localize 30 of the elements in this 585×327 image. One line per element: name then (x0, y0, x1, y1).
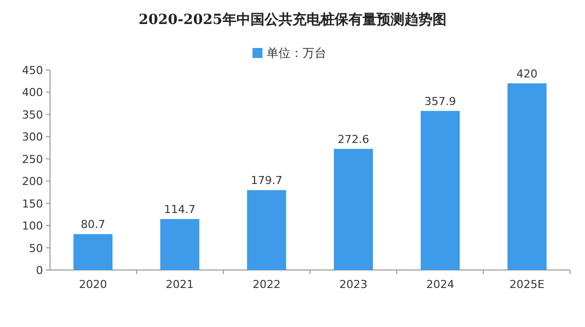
y-tick-label: 0 (36, 264, 43, 277)
x-tick-label: 2024 (426, 278, 454, 291)
x-tick-label: 2025E (510, 278, 545, 291)
bar (160, 219, 200, 270)
bar (507, 83, 547, 270)
y-tick-label: 50 (29, 242, 43, 255)
data-label: 80.7 (80, 218, 106, 232)
y-tick-label: 100 (22, 220, 43, 233)
data-label: 114.7 (164, 203, 196, 216)
x-tick-label: 2023 (339, 278, 368, 291)
y-tick-label: 150 (22, 197, 43, 210)
bar (73, 234, 113, 270)
y-tick-label: 300 (22, 130, 43, 144)
y-tick-label: 450 (22, 64, 43, 77)
y-tick-label: 350 (22, 108, 43, 122)
bar (420, 110, 460, 270)
data-label: 272.6 (338, 132, 370, 146)
data-label: 179.7 (250, 174, 282, 188)
chart-title: 2020-2025年中国公共充电桩保有量预测趋势图 (138, 11, 446, 28)
bar (334, 148, 373, 270)
y-tick-label: 250 (22, 152, 43, 166)
y-tick-label: 400 (22, 86, 43, 100)
bar (247, 190, 286, 270)
y-tick-label: 200 (22, 175, 43, 188)
data-label: 420 (516, 67, 538, 80)
data-label: 357.9 (424, 94, 456, 108)
x-tick-label: 2021 (166, 278, 194, 291)
x-tick-label: 2022 (252, 278, 281, 291)
x-tick-label: 2020 (78, 278, 107, 291)
legend-label: 单位：万台 (266, 46, 326, 60)
